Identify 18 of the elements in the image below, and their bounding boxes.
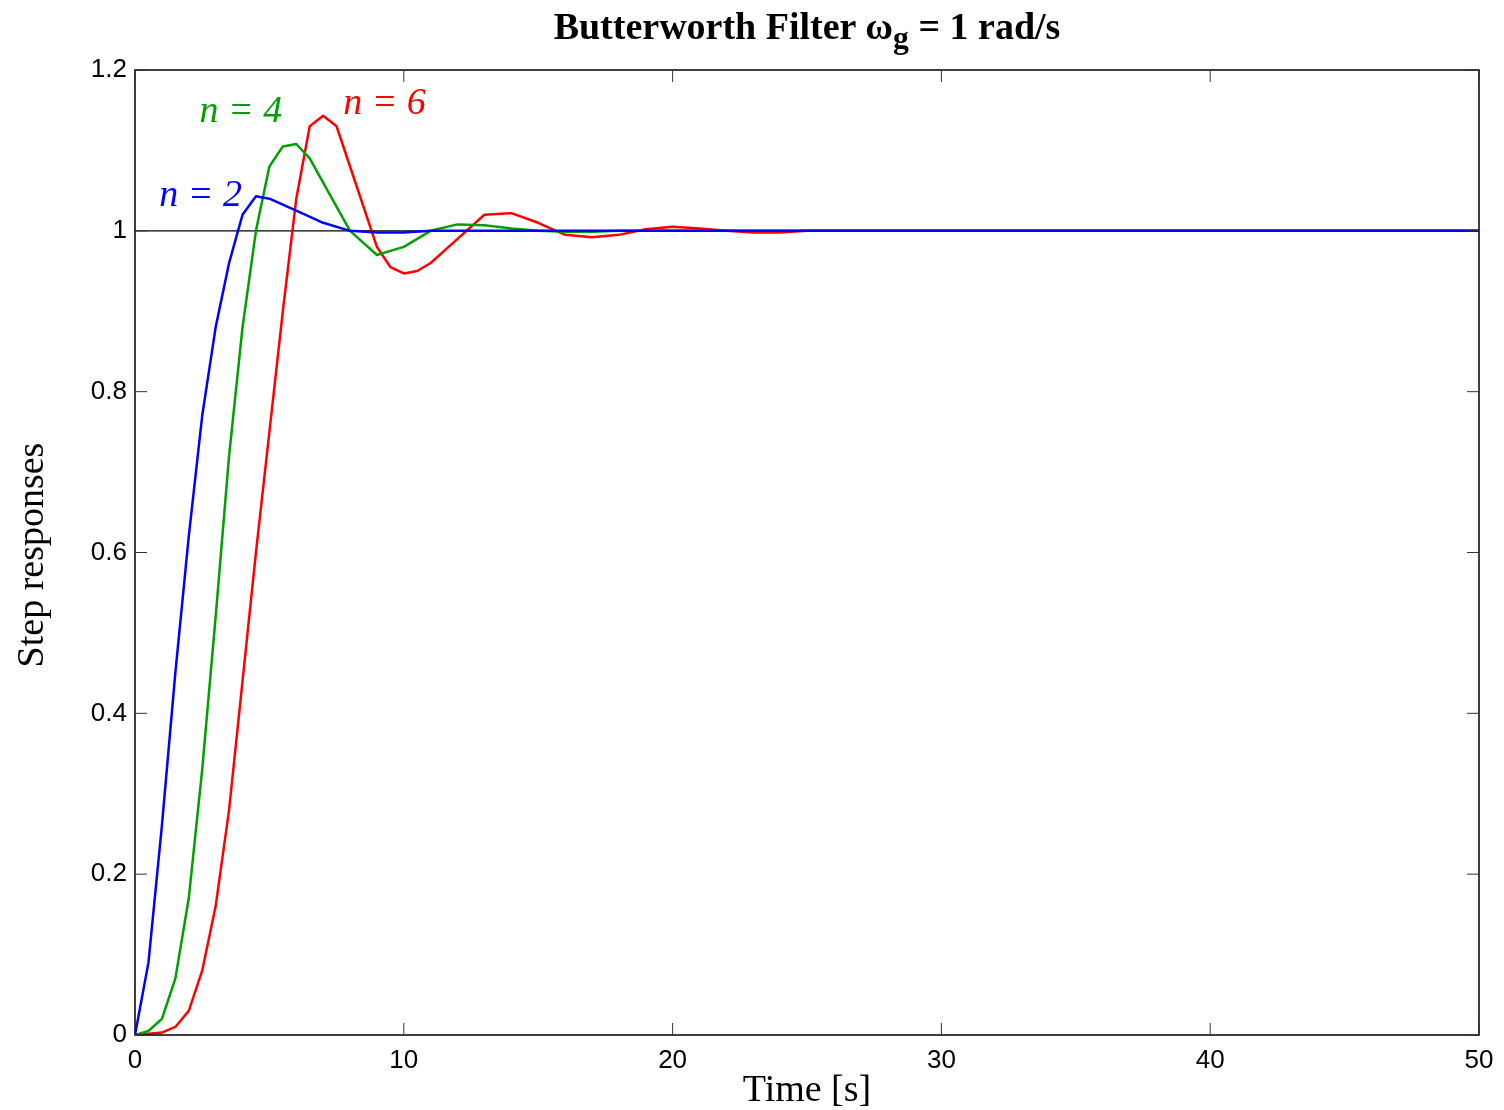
x-tick-label: 50 bbox=[1464, 1043, 1494, 1074]
y-tick-label: 1 bbox=[112, 214, 127, 245]
x-axis-title: Time [s] bbox=[742, 1067, 872, 1109]
y-tick-label: 1.2 bbox=[90, 53, 127, 84]
chart-title: Butterworth Filter ω$_{g}$ = 1 rad/s bbox=[552, 4, 1062, 56]
y-axis-title: Step responses bbox=[8, 441, 52, 670]
x-tick-label: 30 bbox=[926, 1043, 956, 1074]
y-tick-label: 0.2 bbox=[90, 857, 127, 888]
y-tick-label: 0.6 bbox=[90, 535, 127, 566]
series-label: n = 6 bbox=[343, 79, 426, 122]
x-tick-label: 20 bbox=[658, 1043, 688, 1074]
y-tick-label: 0 bbox=[112, 1018, 127, 1049]
series-label: n = 2 bbox=[159, 172, 242, 215]
series-label: n = 4 bbox=[199, 87, 283, 130]
y-tick-label: 0.4 bbox=[90, 696, 127, 727]
x-tick-label: 10 bbox=[389, 1043, 419, 1074]
y-tick-label: 0.8 bbox=[90, 374, 127, 405]
x-tick-label: 40 bbox=[1195, 1043, 1225, 1074]
